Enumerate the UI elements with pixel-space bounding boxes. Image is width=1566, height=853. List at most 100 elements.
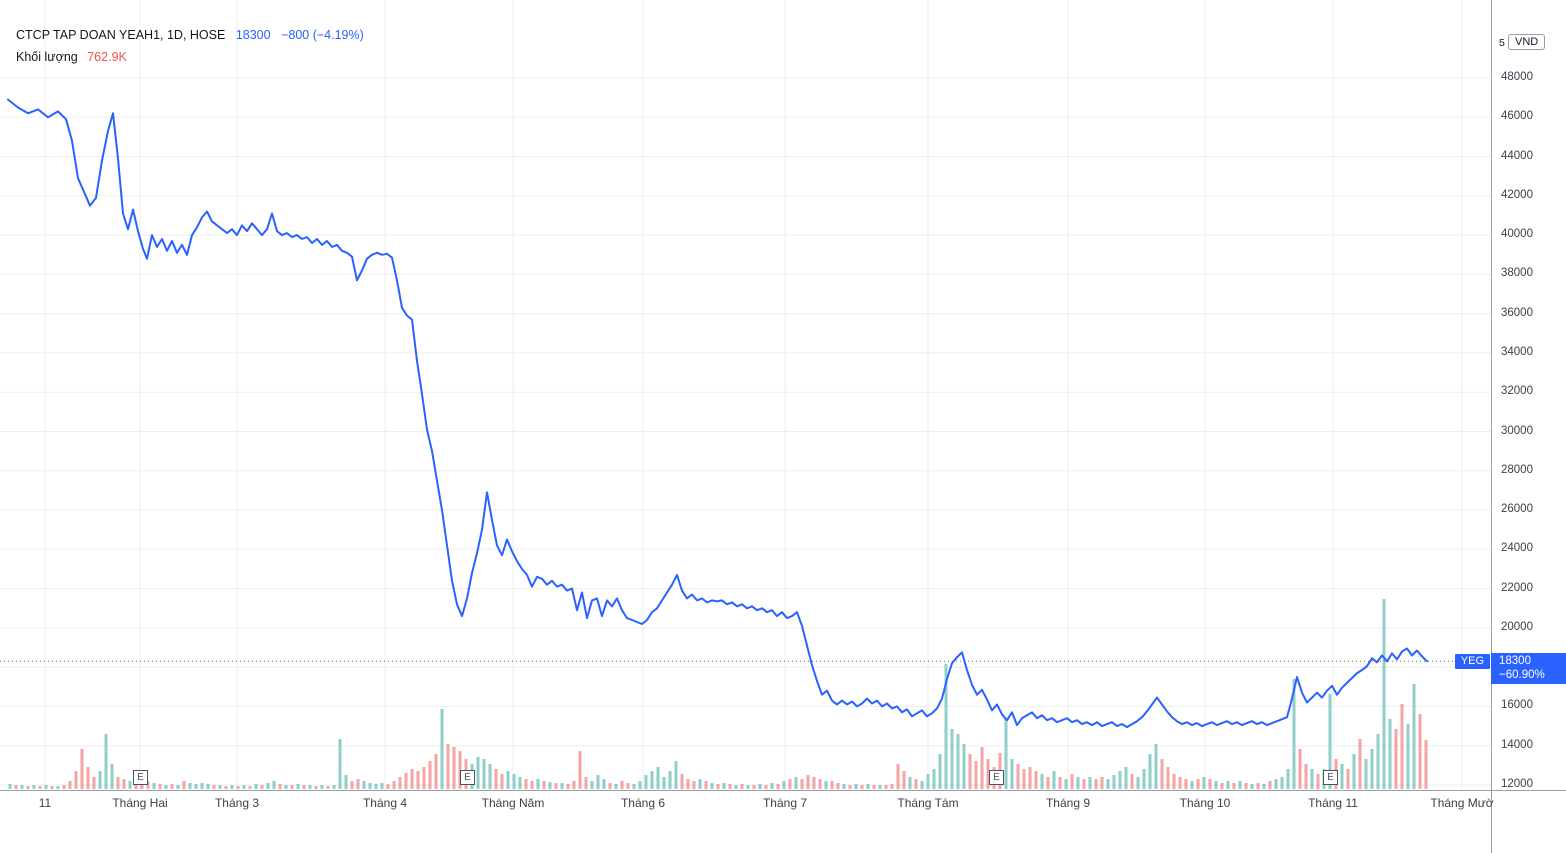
volume-bar (590, 781, 594, 789)
price-tick-label: 34000 (1501, 345, 1533, 358)
volume-bar (866, 784, 870, 789)
price-tick-label: 30000 (1501, 424, 1533, 437)
volume-bar (1088, 777, 1092, 789)
time-axis[interactable]: 11 Tháng Hai Tháng 3 Tháng 4 Tháng Năm Tháng … (0, 792, 1566, 852)
symbol-row: CTCP TAP DOAN YEAH1, 1D, HOSE 18300 −800… (16, 28, 371, 42)
volume-bar (494, 769, 498, 789)
earnings-marker[interactable]: E (1323, 770, 1338, 785)
volume-bar (674, 761, 678, 789)
volume-bar (404, 773, 408, 789)
volume-bar (938, 754, 942, 789)
time-tick-label: Tháng 4 (362, 796, 408, 810)
volume-bar (1316, 774, 1320, 789)
volume-bar (32, 785, 36, 789)
volume-bar (1406, 724, 1410, 789)
volume-bar (794, 777, 798, 789)
volume-bar (296, 784, 300, 789)
volume-bar (338, 739, 342, 789)
volume-bar (284, 785, 288, 789)
volume-bar (416, 771, 420, 789)
volume-bar (1130, 774, 1134, 789)
price-tick-label: 32000 (1501, 385, 1533, 398)
volume-bar (1226, 781, 1230, 789)
volume-bar (1388, 719, 1392, 789)
volume-bar (1028, 767, 1032, 789)
volume-bar (476, 757, 480, 789)
time-tick-label: Tháng 3 (214, 796, 260, 810)
volume-bar (926, 774, 930, 789)
volume-bar (272, 781, 276, 789)
price-change-value: −800 (−4.19%) (281, 28, 364, 42)
volume-label[interactable]: Khối lượng (16, 50, 78, 64)
volume-bar (962, 744, 966, 789)
scale-unit-prefix: 5 (1499, 37, 1505, 49)
volume-bar (710, 783, 714, 789)
volume-bar (1076, 777, 1080, 789)
volume-bar (14, 785, 18, 789)
volume-bar (968, 754, 972, 789)
volume-bar (1184, 779, 1188, 789)
volume-bar (1100, 777, 1104, 789)
volume-bar (206, 784, 210, 789)
time-tick-label: Tháng Mườ (1430, 796, 1494, 810)
volume-bar (1370, 749, 1374, 789)
volume-bar (218, 785, 222, 789)
volume-bar (734, 785, 738, 789)
volume-bar (308, 785, 312, 789)
volume-bar (1382, 599, 1386, 789)
volume-bar (326, 786, 330, 789)
volume-bar (1118, 771, 1122, 789)
price-tick-label: 38000 (1501, 267, 1533, 280)
volume-value: 762.9K (87, 50, 127, 64)
volume-bar (512, 774, 516, 789)
earnings-marker[interactable]: E (133, 770, 148, 785)
last-price-chip-value: 18300 (1499, 655, 1531, 668)
volume-bar (122, 779, 126, 789)
volume-bar (86, 767, 90, 789)
price-axis-border (1491, 0, 1492, 853)
volume-bar (1346, 769, 1350, 789)
volume-bar (506, 771, 510, 789)
price-line (7, 98, 1428, 729)
volume-bar (1364, 759, 1368, 789)
price-tick-label: 24000 (1501, 542, 1533, 555)
volume-bar (128, 781, 132, 789)
volume-bar (1244, 783, 1248, 789)
volume-bar (944, 664, 948, 789)
time-tick-label: Tháng 11 (1308, 796, 1358, 810)
volume-bar (374, 784, 378, 789)
ticker-chip: YEG (1454, 653, 1490, 669)
volume-bar (1280, 777, 1284, 789)
volume-bar (1304, 764, 1308, 789)
volume-bar (398, 777, 402, 789)
volume-bar (254, 784, 258, 789)
price-tick-label: 20000 (1501, 620, 1533, 633)
price-chart-canvas[interactable] (0, 0, 1491, 790)
volume-bar (386, 784, 390, 789)
earnings-marker[interactable]: E (989, 770, 1004, 785)
volume-bar (764, 785, 768, 789)
time-tick-label: 11 (38, 796, 52, 810)
earnings-marker[interactable]: E (460, 770, 475, 785)
volume-bar (722, 783, 726, 789)
volume-bar (1040, 774, 1044, 789)
volume-bar (1034, 771, 1038, 789)
price-tick-label: 42000 (1501, 188, 1533, 201)
symbol-title[interactable]: CTCP TAP DOAN YEAH1, 1D, HOSE (16, 28, 226, 42)
volume-bar (716, 784, 720, 789)
currency-button[interactable]: VND (1508, 34, 1546, 50)
volume-bar (806, 775, 810, 789)
volume-bar (746, 785, 750, 789)
volume-bar (1376, 734, 1380, 789)
volume-bar (1154, 744, 1158, 789)
volume-bar (368, 783, 372, 789)
volume-bar (1136, 777, 1140, 789)
volume-bar (632, 784, 636, 789)
volume-bar (758, 784, 762, 789)
volume-bar (1070, 774, 1074, 789)
volume-bar (452, 747, 456, 789)
volume-bar (314, 786, 318, 789)
volume-bar (176, 785, 180, 789)
volume-bar (1190, 781, 1194, 789)
volume-bar (956, 734, 960, 789)
